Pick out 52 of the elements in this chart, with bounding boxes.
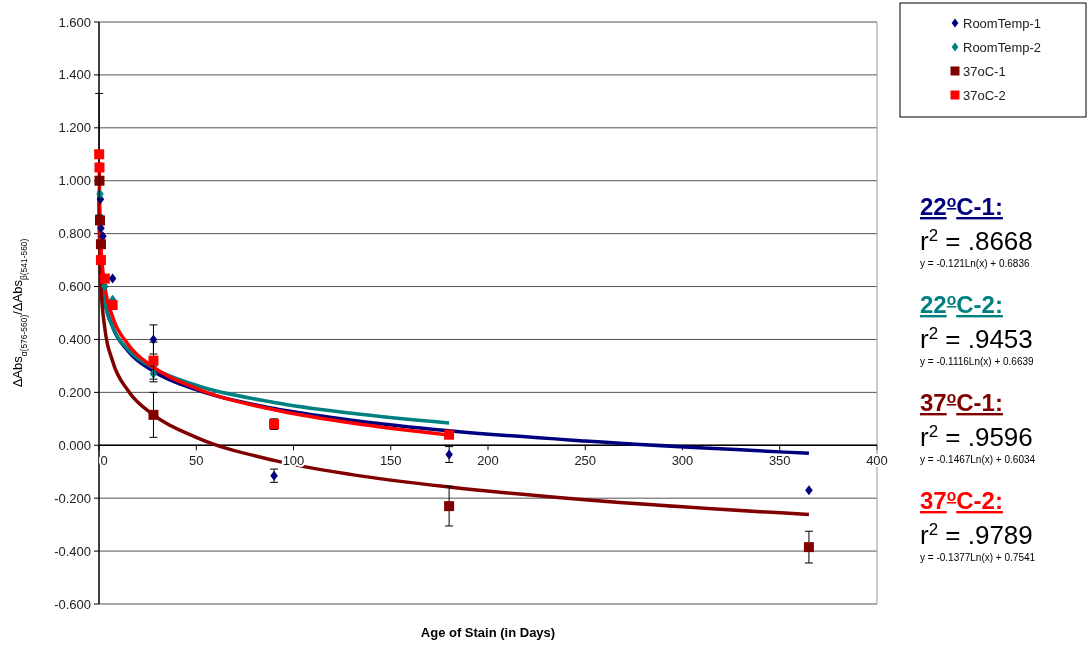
y-tick-label: 0.800: [58, 226, 91, 242]
x-tick-label: 350: [768, 453, 791, 469]
point: [94, 162, 105, 173]
text: r$^{2}$ = .8668: [920, 225, 1033, 256]
legend-label: RoomTemp-1: [963, 15, 1042, 31]
point: [803, 542, 814, 553]
x-tick-label: 150: [379, 453, 402, 469]
text: r$^{2}$ = .9453: [920, 323, 1033, 354]
y-tick-label: 1.200: [58, 120, 91, 136]
text: r$^{2}$ = .9596: [920, 421, 1033, 452]
y-tick-label: 0.000: [58, 437, 91, 453]
x-tick-label: 0: [100, 453, 108, 469]
text: 37$^{o}$C-1:: [920, 388, 1003, 416]
x-tick-label: 200: [477, 453, 499, 469]
text: 37$^{o}$C-2:: [920, 486, 1003, 514]
text: 22$^{o}$C-1:: [920, 192, 1003, 220]
point: [94, 149, 105, 160]
text: 22$^{o}$C-2:: [920, 290, 1003, 318]
y-tick-label: 0.400: [58, 332, 91, 347]
text: y = -0.1467Ln(x) + 0.6034: [920, 454, 1036, 465]
point: [94, 215, 105, 226]
x-tick-label: 250: [574, 453, 597, 469]
text: r$^{2}$ = .9789: [920, 519, 1033, 550]
y-tick-label: 0.600: [58, 279, 91, 295]
text: y = -0.1377Ln(x) + 0.7541: [920, 552, 1036, 563]
y-tick-label: 1.400: [58, 67, 91, 83]
y-tick-label: 0.200: [58, 384, 91, 400]
legend-label: 37oC-2: [963, 87, 1006, 103]
point: [805, 485, 813, 496]
legend-label: 37oC-1: [963, 63, 1006, 79]
point: [444, 429, 455, 440]
point: [95, 239, 106, 250]
legend-label: RoomTemp-2: [963, 39, 1042, 55]
point: [148, 355, 159, 366]
y-tick-label: 1.000: [58, 173, 91, 189]
x-tick-label: 300: [671, 453, 694, 469]
point: [94, 175, 105, 186]
y-tick-label: 1.600: [58, 14, 91, 30]
x-tick-label: 50: [189, 453, 204, 469]
point: [108, 273, 117, 284]
point: [99, 273, 110, 284]
x-tick-label: 400: [866, 453, 888, 469]
y-tick-label: -0.600: [54, 596, 91, 612]
point: [95, 255, 106, 266]
point: [444, 501, 455, 512]
text: y = -0.121Ln(x) + 0.6836: [920, 258, 1030, 269]
text: y = -0.1116Ln(x) + 0.6639: [920, 356, 1035, 367]
y-tick-label: -0.400: [54, 543, 91, 559]
x-axis-title: Age of Stain (in Days): [420, 625, 556, 640]
point: [107, 300, 118, 311]
y-tick-label: -0.200: [54, 490, 91, 506]
point: [148, 409, 159, 420]
